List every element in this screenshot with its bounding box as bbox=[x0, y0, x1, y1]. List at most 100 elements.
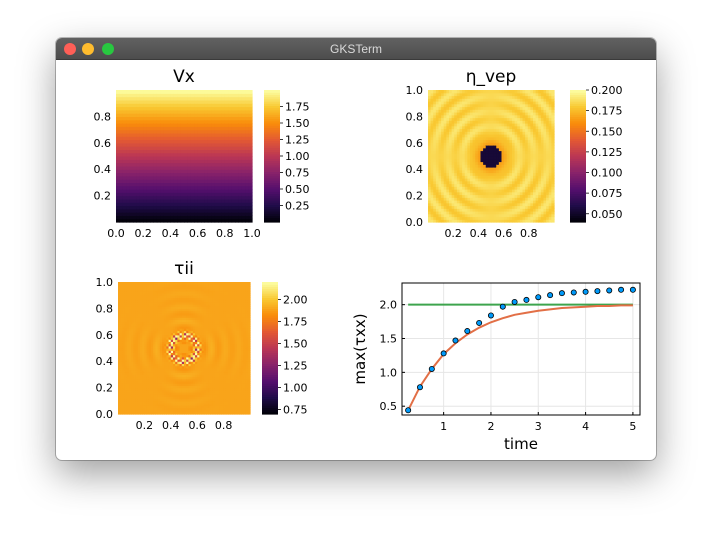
heatmap-cell bbox=[214, 205, 219, 210]
heatmap-cell bbox=[546, 211, 550, 215]
heatmap-cell bbox=[509, 183, 513, 187]
heatmap-cell bbox=[464, 131, 468, 135]
heatmap-cell bbox=[248, 159, 253, 164]
heatmap-cell bbox=[504, 131, 508, 135]
heatmap-cell bbox=[135, 370, 139, 373]
heatmap-cell bbox=[119, 96, 124, 101]
heatmap-cell bbox=[496, 117, 500, 121]
heatmap-cell bbox=[167, 106, 171, 111]
heatmap-cell bbox=[129, 341, 132, 345]
heatmap-cell bbox=[543, 156, 547, 160]
heatmap-cell bbox=[433, 134, 437, 138]
close-button[interactable] bbox=[64, 43, 76, 55]
heatmap-cell bbox=[483, 109, 487, 113]
heatmap-cell bbox=[519, 101, 524, 105]
minimize-button[interactable] bbox=[82, 43, 94, 55]
heatmap-cell bbox=[116, 149, 120, 154]
heatmap-cell bbox=[485, 172, 489, 176]
heatmap-cell bbox=[475, 95, 479, 99]
heatmap-cell bbox=[126, 345, 130, 349]
heatmap-cell bbox=[137, 321, 141, 325]
heatmap-cell bbox=[438, 139, 442, 143]
heatmap-cell bbox=[187, 212, 192, 216]
heatmap-cell bbox=[122, 286, 126, 290]
heatmap-cell bbox=[548, 120, 552, 124]
heatmap-cell bbox=[148, 295, 152, 298]
colorbar-segment bbox=[264, 116, 280, 120]
heatmap-cell bbox=[533, 106, 537, 110]
heatmap-cell bbox=[538, 98, 542, 102]
heatmap-cell bbox=[477, 161, 482, 165]
heatmap-cell bbox=[459, 161, 463, 165]
heatmap-cell bbox=[446, 139, 450, 143]
heatmap-cell bbox=[493, 150, 497, 154]
heatmap-cell bbox=[201, 93, 205, 98]
heatmap-cell bbox=[454, 194, 458, 198]
colorbar-segment bbox=[570, 182, 586, 186]
heatmap-cell bbox=[540, 167, 545, 171]
title-bar[interactable]: GKSTerm bbox=[56, 38, 656, 60]
heatmap-cell bbox=[207, 123, 212, 127]
colorbar-segment bbox=[570, 208, 586, 212]
heatmap-cell bbox=[201, 185, 205, 190]
heatmap-cell bbox=[224, 103, 229, 108]
heatmap-cell bbox=[512, 90, 516, 94]
heatmap-cell bbox=[221, 179, 226, 183]
heatmap-cell bbox=[129, 334, 132, 338]
heatmap-cell bbox=[197, 218, 202, 223]
heatmap-cell bbox=[144, 308, 148, 312]
heatmap-cell bbox=[238, 106, 243, 111]
heatmap-cell bbox=[483, 153, 487, 157]
heatmap-cell bbox=[506, 156, 510, 160]
heatmap-cell bbox=[153, 146, 158, 150]
heatmap-cell bbox=[512, 134, 516, 138]
heatmap-cell bbox=[245, 205, 250, 210]
heatmap-cell bbox=[153, 172, 158, 177]
heatmap-cell bbox=[446, 197, 450, 201]
colorbar-segment bbox=[264, 202, 280, 205]
colorbar-segment bbox=[570, 116, 586, 120]
heatmap-cell bbox=[173, 90, 178, 94]
heatmap-cell bbox=[207, 179, 212, 183]
heatmap-cell bbox=[472, 150, 476, 154]
heatmap-cell bbox=[146, 284, 150, 287]
zoom-button[interactable] bbox=[102, 43, 114, 55]
heatmap-cell bbox=[173, 192, 178, 197]
heatmap-cell bbox=[231, 116, 236, 121]
heatmap-cell bbox=[214, 139, 219, 144]
heatmap-cell bbox=[136, 99, 141, 104]
heatmap-cell bbox=[160, 189, 165, 193]
heatmap-cell bbox=[451, 103, 455, 108]
heatmap-cell bbox=[483, 142, 487, 146]
heatmap-cell bbox=[493, 90, 497, 94]
heatmap-cell bbox=[131, 339, 134, 342]
heatmap-cell bbox=[533, 117, 537, 121]
heatmap-cell bbox=[129, 319, 132, 323]
heatmap-cell bbox=[194, 90, 199, 94]
heatmap-cell bbox=[441, 211, 445, 215]
heatmap-cell bbox=[535, 200, 539, 204]
heatmap-cell bbox=[218, 139, 222, 144]
heatmap-cell bbox=[170, 162, 175, 167]
heatmap-cell bbox=[119, 159, 124, 164]
heatmap-cell bbox=[488, 106, 492, 110]
heatmap-cell bbox=[228, 195, 233, 200]
heatmap-cell bbox=[551, 101, 555, 105]
heatmap-cell bbox=[170, 185, 175, 190]
heatmap-cell bbox=[446, 109, 450, 113]
heatmap-cell bbox=[548, 178, 552, 182]
heatmap-cell bbox=[245, 208, 250, 213]
heatmap-cell bbox=[496, 134, 500, 138]
heatmap-cell bbox=[517, 134, 521, 138]
heatmap-cell bbox=[435, 109, 440, 113]
heatmap-cell bbox=[538, 120, 542, 124]
heatmap-cell bbox=[428, 142, 432, 146]
heatmap-cell bbox=[129, 385, 132, 389]
heatmap-cell bbox=[120, 400, 123, 404]
heatmap-cell bbox=[224, 175, 229, 180]
heatmap-cell bbox=[214, 132, 219, 137]
heatmap-cell bbox=[451, 142, 455, 146]
heatmap-cell bbox=[170, 152, 175, 157]
heatmap-cell bbox=[153, 129, 158, 134]
